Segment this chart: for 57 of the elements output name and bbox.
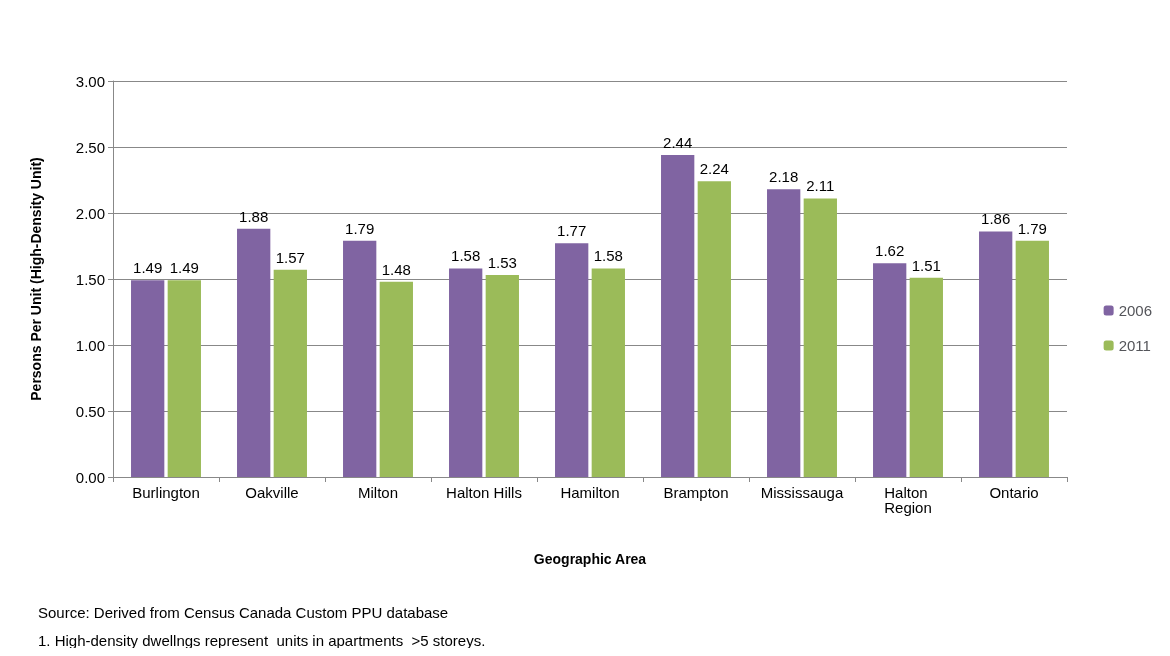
data-label: 1.88 [239, 207, 269, 225]
text: 2.50 [75, 138, 105, 156]
data-label: 1.49 [169, 259, 199, 277]
data-label: 1.58 [451, 247, 481, 265]
data-label: 1.79 [1017, 219, 1047, 237]
bar [485, 275, 519, 477]
legend-label: 2006 [1118, 302, 1153, 319]
data-label: 2.44 [663, 133, 693, 151]
text: 0.50 [75, 402, 105, 420]
text: 1.50 [75, 270, 105, 288]
data-label: 1.48 [381, 260, 411, 278]
bar [767, 189, 801, 477]
x-tick-label: Mississauga [760, 484, 844, 501]
x-tick-label: Brampton [663, 484, 729, 501]
x-tick-label: Oakville [245, 484, 299, 501]
text: 0.00 [75, 468, 105, 486]
y-axis-title: Persons Per Unit (High-Density Unit) [28, 157, 44, 401]
bar [697, 181, 731, 477]
bar [909, 277, 943, 477]
bar [873, 263, 907, 477]
source-note: Source: Derived from Census Canada Custom PPU database [38, 604, 449, 621]
bar [131, 280, 165, 477]
bar [167, 280, 201, 477]
data-label: 2.18 [769, 168, 799, 186]
bar [379, 281, 413, 477]
data-label: 1.86 [981, 210, 1011, 228]
bar [803, 198, 837, 477]
text: 2.00 [75, 204, 105, 222]
bar [1015, 240, 1049, 477]
data-label: 1.79 [345, 219, 375, 237]
bar [449, 268, 483, 477]
text: 3.00 [75, 72, 105, 90]
data-label: 2.11 [806, 177, 835, 195]
x-tick-label: Milton [357, 484, 399, 501]
data-label: 1.58 [593, 247, 623, 265]
data-label: 1.51 [911, 256, 941, 274]
x-tick-label: Hamilton [560, 484, 620, 501]
data-label: 1.57 [275, 248, 305, 266]
data-label: 1.53 [487, 254, 517, 272]
bar [591, 268, 625, 477]
x-tick-label: Halton Hills [446, 484, 522, 501]
bar [273, 269, 307, 477]
bar [343, 240, 377, 477]
legend-label: 2011 [1118, 337, 1151, 354]
x-tick-label: Halton Region [884, 484, 932, 516]
x-tick-label: Burlington [132, 484, 200, 501]
x-axis-title: Geographic Area [533, 551, 647, 567]
data-label: 1.49 [133, 259, 163, 277]
bar [555, 243, 589, 477]
bar [237, 228, 271, 477]
text: 1.00 [75, 336, 105, 354]
bar [661, 154, 695, 477]
data-label: 1.62 [875, 242, 905, 260]
data-label: 2.24 [699, 160, 729, 178]
bar [979, 231, 1013, 477]
x-tick-label: Ontario [989, 484, 1039, 501]
data-label: 1.77 [557, 222, 587, 240]
